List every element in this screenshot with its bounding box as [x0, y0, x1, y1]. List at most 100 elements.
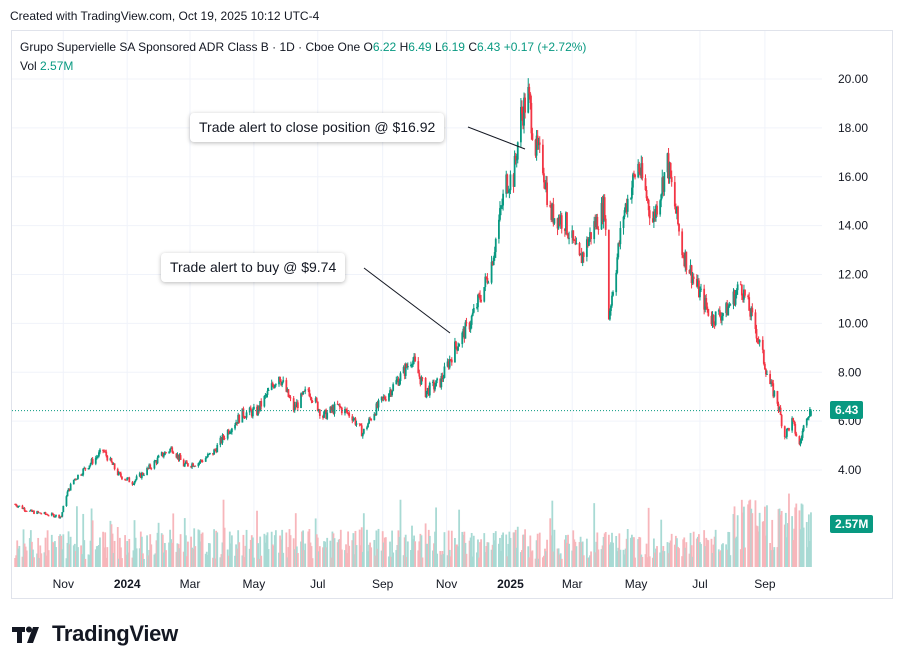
volume-bar [492, 532, 495, 567]
candle-body [399, 373, 402, 382]
volume-bar [316, 537, 319, 567]
volume-bar [493, 540, 496, 567]
candle-body [69, 484, 72, 491]
candle-body [626, 198, 629, 212]
volume-bar [587, 558, 589, 567]
candle-body [303, 391, 306, 393]
candle-body [272, 385, 275, 388]
volume-bar [51, 541, 54, 567]
candle-body [462, 328, 465, 333]
candle-body [150, 468, 153, 469]
volume-bar [113, 540, 116, 567]
volume-bar [707, 540, 710, 567]
candle-body [360, 425, 363, 437]
buy-alert-callout[interactable]: Trade alert to buy @ $9.74 [161, 253, 346, 282]
candle-body [33, 511, 35, 514]
candle-body [770, 381, 773, 385]
candle-body [347, 412, 350, 414]
candle-body [691, 276, 694, 283]
candle-body [209, 452, 211, 454]
volume-bar [392, 552, 395, 567]
volume-bar [103, 547, 106, 567]
candle-body [50, 513, 53, 516]
volume-bar [15, 555, 18, 567]
volume-bar [243, 557, 246, 567]
volume-value: 2.57M [40, 59, 74, 73]
candle-body [155, 460, 158, 464]
volume-bar [735, 536, 738, 567]
candle-body [491, 261, 494, 266]
volume-bar [644, 554, 647, 567]
candle-body [470, 315, 473, 325]
last-price-tag: 6.43 [830, 401, 864, 419]
candle-body [787, 428, 789, 429]
volume-bar [534, 558, 537, 567]
candle-body [135, 476, 138, 480]
candle-body [597, 229, 600, 230]
volume-bar [732, 514, 735, 567]
volume-bar [99, 537, 101, 567]
volume-bar [424, 523, 427, 567]
volume-bar [414, 541, 417, 567]
volume-bar [148, 549, 151, 567]
volume-bar [722, 543, 724, 567]
candle-body [406, 365, 409, 368]
volume-bar [647, 507, 650, 567]
candle-body [492, 257, 495, 266]
candle-body [278, 376, 280, 385]
volume-bar [330, 557, 333, 567]
volume-bar [575, 546, 578, 567]
volume-bar [566, 542, 568, 567]
candle-body [465, 322, 468, 324]
volume-bar [515, 547, 518, 567]
volume-bar [454, 538, 456, 567]
candle-body [234, 424, 236, 429]
volume-bar [147, 555, 150, 567]
volume-bar [98, 545, 100, 567]
candle-body [28, 510, 31, 512]
volume-bar [669, 540, 672, 567]
volume-bar [619, 549, 622, 567]
candle-body [91, 458, 94, 464]
candle-body [743, 289, 745, 300]
grid-lines [12, 31, 822, 568]
chart-panel[interactable] [11, 30, 893, 599]
volume-bar [116, 527, 119, 567]
candle-body [314, 398, 317, 402]
volume-bar [778, 508, 781, 567]
volume-bar [807, 514, 810, 567]
volume-bar [109, 520, 112, 567]
candle-body [377, 400, 380, 408]
volume-bar [37, 537, 40, 567]
candle-body [82, 468, 85, 475]
tradingview-brand[interactable]: TradingView [12, 621, 178, 647]
candle-body [279, 376, 281, 382]
candle-body [368, 418, 370, 424]
volume-bar [522, 534, 524, 567]
volume-bar [146, 535, 148, 567]
candle-body [94, 457, 97, 464]
candle-body [358, 423, 361, 425]
volume-bar [141, 553, 144, 567]
volume-bar [435, 507, 437, 567]
volume-bar [74, 550, 77, 567]
candle-body [241, 408, 244, 423]
candle-body [355, 423, 358, 425]
volume-bar [596, 532, 599, 567]
close-alert-callout[interactable]: Trade alert to close position @ $16.92 [190, 113, 445, 142]
volume-bar [490, 549, 493, 567]
candle-body [553, 218, 556, 224]
volume-bar [802, 527, 805, 567]
candle-body [15, 504, 18, 506]
volume-bar [565, 535, 567, 567]
candle-body [617, 243, 620, 258]
volume-bar [585, 538, 588, 567]
volume-bar [304, 543, 307, 567]
candle-body [287, 389, 290, 397]
volume-bar [230, 535, 233, 567]
volume-bar [89, 540, 92, 567]
volume-bar [303, 550, 306, 567]
candle-body [538, 142, 541, 145]
candle-body [468, 322, 471, 330]
